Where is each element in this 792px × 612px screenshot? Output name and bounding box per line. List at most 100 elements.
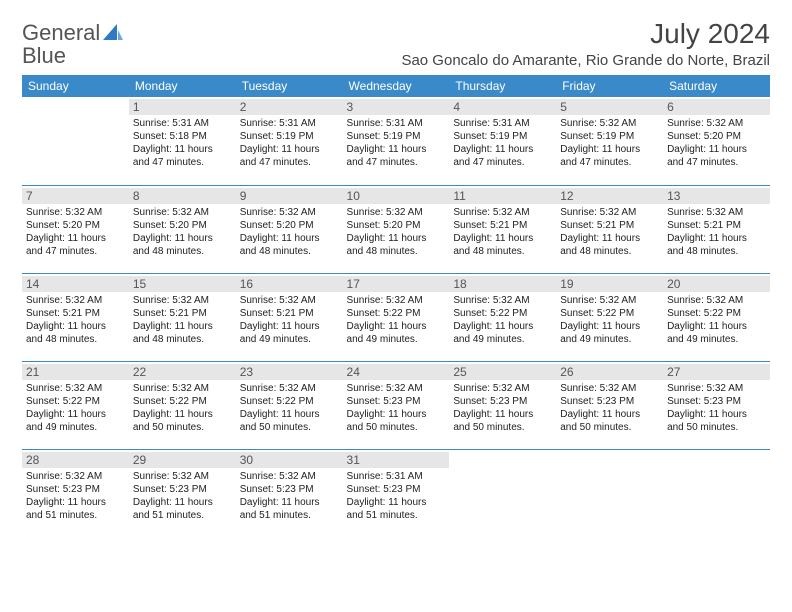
day-number: 3 [343,99,450,115]
calendar-cell: 14 Sunrise: 5:32 AMSunset: 5:21 PMDayligh… [22,273,129,361]
day-number: 26 [556,364,663,380]
day-number: 19 [556,276,663,292]
day-number: 17 [343,276,450,292]
day-number: 8 [129,188,236,204]
day-info: Sunrise: 5:32 AMSunset: 5:23 PMDaylight:… [240,470,339,522]
day-number: 7 [22,188,129,204]
day-number: 18 [449,276,556,292]
weekday-monday: Monday [129,75,236,97]
calendar-cell [663,449,770,537]
day-info: Sunrise: 5:31 AMSunset: 5:19 PMDaylight:… [453,117,552,169]
calendar-page: General Blue July 2024 Sao Goncalo do Am… [0,0,792,555]
calendar-cell: 28Sunrise: 5:32 AMSunset: 5:23 PMDayligh… [22,449,129,537]
day-number: 16 [236,276,343,292]
day-info: Sunrise: 5:32 AMSunset: 5:22 PMDaylight:… [667,294,766,346]
day-number: 2 [236,99,343,115]
day-number: 29 [129,452,236,468]
day-number: 14 [22,276,129,292]
day-number: 9 [236,188,343,204]
calendar-table: Sunday Monday Tuesday Wednesday Thursday… [22,75,770,537]
calendar-cell: 23Sunrise: 5:32 AMSunset: 5:22 PMDayligh… [236,361,343,449]
day-number: 13 [663,188,770,204]
calendar-cell: 6 Sunrise: 5:32 AMSunset: 5:20 PMDaylight… [663,97,770,185]
calendar-row: 14Sunrise: 5:32 AMSunset: 5:21 PMDayligh… [22,273,770,361]
calendar-body: 1 Sunrise: 5:31 AMSunset: 5:18 PMDaylight… [22,97,770,537]
calendar-cell: 10 Sunrise: 5:32 AMSunset: 5:20 PMDayligh… [343,185,450,273]
logo-text: General Blue [22,22,123,68]
logo-sail-icon [103,24,123,40]
calendar-cell: 11Sunrise: 5:32 AMSunset: 5:21 PMDayligh… [449,185,556,273]
day-number: 15 [129,276,236,292]
calendar-cell: 20 Sunrise: 5:32 AMSunset: 5:22 PMDayligh… [663,273,770,361]
calendar-row: 21Sunrise: 5:32 AMSunset: 5:22 PMDayligh… [22,361,770,449]
day-info: Sunrise: 5:32 AMSunset: 5:21 PMDaylight:… [453,206,552,258]
day-number: 27 [663,364,770,380]
calendar-cell: 15 Sunrise: 5:32 AMSunset: 5:21 PMDayligh… [129,273,236,361]
day-info: Sunrise: 5:31 AMSunset: 5:19 PMDaylight:… [240,117,339,169]
location: Sao Goncalo do Amarante, Rio Grande do N… [401,52,770,69]
title-block: July 2024 Sao Goncalo do Amarante, Rio G… [401,18,770,69]
day-info: Sunrise: 5:32 AMSunset: 5:23 PMDaylight:… [347,382,446,434]
day-info: Sunrise: 5:32 AMSunset: 5:20 PMDaylight:… [240,206,339,258]
day-info: Sunrise: 5:32 AMSunset: 5:22 PMDaylight:… [133,382,232,434]
day-info: Sunrise: 5:32 AMSunset: 5:22 PMDaylight:… [240,382,339,434]
logo-text-2: Blue [22,43,66,68]
logo: General Blue [22,22,123,68]
day-info: Sunrise: 5:32 AMSunset: 5:21 PMDaylight:… [560,206,659,258]
day-info: Sunrise: 5:32 AMSunset: 5:19 PMDaylight:… [560,117,659,169]
day-number: 30 [236,452,343,468]
day-info: Sunrise: 5:31 AMSunset: 5:19 PMDaylight:… [347,117,446,169]
day-info: Sunrise: 5:32 AMSunset: 5:20 PMDaylight:… [667,117,766,169]
day-number: 12 [556,188,663,204]
day-info: Sunrise: 5:32 AMSunset: 5:21 PMDaylight:… [667,206,766,258]
calendar-cell: 25Sunrise: 5:32 AMSunset: 5:23 PMDayligh… [449,361,556,449]
day-info: Sunrise: 5:32 AMSunset: 5:21 PMDaylight:… [26,294,125,346]
weekday-friday: Friday [556,75,663,97]
day-number: 1 [129,99,236,115]
day-info: Sunrise: 5:32 AMSunset: 5:22 PMDaylight:… [453,294,552,346]
logo-text-1: General [22,20,100,45]
day-info: Sunrise: 5:32 AMSunset: 5:22 PMDaylight:… [560,294,659,346]
day-info: Sunrise: 5:32 AMSunset: 5:23 PMDaylight:… [453,382,552,434]
day-number: 24 [343,364,450,380]
day-info: Sunrise: 5:32 AMSunset: 5:23 PMDaylight:… [667,382,766,434]
calendar-cell: 8 Sunrise: 5:32 AMSunset: 5:20 PMDaylight… [129,185,236,273]
calendar-cell: 7Sunrise: 5:32 AMSunset: 5:20 PMDaylight… [22,185,129,273]
calendar-cell: 24 Sunrise: 5:32 AMSunset: 5:23 PMDayligh… [343,361,450,449]
day-info: Sunrise: 5:32 AMSunset: 5:22 PMDaylight:… [26,382,125,434]
day-info: Sunrise: 5:32 AMSunset: 5:20 PMDaylight:… [133,206,232,258]
calendar-cell: 22 Sunrise: 5:32 AMSunset: 5:22 PMDayligh… [129,361,236,449]
day-info: Sunrise: 5:32 AMSunset: 5:21 PMDaylight:… [133,294,232,346]
day-number: 6 [663,99,770,115]
weekday-sunday: Sunday [22,75,129,97]
calendar-cell [449,449,556,537]
day-info: Sunrise: 5:32 AMSunset: 5:21 PMDaylight:… [240,294,339,346]
weekday-thursday: Thursday [449,75,556,97]
day-info: Sunrise: 5:31 AMSunset: 5:23 PMDaylight:… [347,470,446,522]
day-number: 22 [129,364,236,380]
calendar-cell: 26 Sunrise: 5:32 AMSunset: 5:23 PMDayligh… [556,361,663,449]
calendar-cell: 18 Sunrise: 5:32 AMSunset: 5:22 PMDayligh… [449,273,556,361]
calendar-cell: 31Sunrise: 5:31 AMSunset: 5:23 PMDayligh… [343,449,450,537]
calendar-cell: 29Sunrise: 5:32 AMSunset: 5:23 PMDayligh… [129,449,236,537]
day-number: 21 [22,364,129,380]
day-info: Sunrise: 5:32 AMSunset: 5:20 PMDaylight:… [347,206,446,258]
calendar-cell: 5 Sunrise: 5:32 AMSunset: 5:19 PMDaylight… [556,97,663,185]
day-number: 20 [663,276,770,292]
calendar-cell: 16 Sunrise: 5:32 AMSunset: 5:21 PMDayligh… [236,273,343,361]
day-number: 5 [556,99,663,115]
calendar-cell: 17 Sunrise: 5:32 AMSunset: 5:22 PMDayligh… [343,273,450,361]
weekday-header-row: Sunday Monday Tuesday Wednesday Thursday… [22,75,770,97]
day-info: Sunrise: 5:32 AMSunset: 5:23 PMDaylight:… [560,382,659,434]
day-info: Sunrise: 5:31 AMSunset: 5:18 PMDaylight:… [133,117,232,169]
calendar-cell: 27 Sunrise: 5:32 AMSunset: 5:23 PMDayligh… [663,361,770,449]
day-number: 4 [449,99,556,115]
calendar-cell: 2 Sunrise: 5:31 AMSunset: 5:19 PMDaylight… [236,97,343,185]
day-info: Sunrise: 5:32 AMSunset: 5:22 PMDaylight:… [347,294,446,346]
calendar-cell: 3 Sunrise: 5:31 AMSunset: 5:19 PMDaylight… [343,97,450,185]
calendar-cell: 1 Sunrise: 5:31 AMSunset: 5:18 PMDaylight… [129,97,236,185]
calendar-cell: 4 Sunrise: 5:31 AMSunset: 5:19 PMDaylight… [449,97,556,185]
month-title: July 2024 [401,18,770,50]
day-number: 10 [343,188,450,204]
calendar-cell: 30 Sunrise: 5:32 AMSunset: 5:23 PMDayligh… [236,449,343,537]
